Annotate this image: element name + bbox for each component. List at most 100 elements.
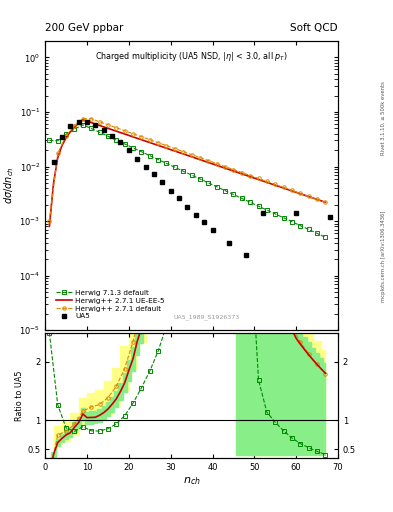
Herwig 7.1.3 default xyxy=(181,168,185,174)
UA5 xyxy=(244,252,248,258)
UA5 xyxy=(202,219,206,225)
UA5 xyxy=(68,123,73,129)
UA5 xyxy=(84,119,89,125)
Herwig++ 2.7.1 default xyxy=(214,160,219,166)
Herwig 7.1.3 default xyxy=(323,234,328,240)
Herwig 7.1.3 default xyxy=(189,172,194,178)
UA5 xyxy=(177,196,182,202)
Herwig++ 2.7.1 default xyxy=(315,196,320,202)
Herwig++ 2.7.1 default xyxy=(181,148,185,155)
Herwig++ 2.7.1 default xyxy=(273,181,277,187)
Herwig++ 2.7.1 default xyxy=(64,133,68,139)
X-axis label: $n_{ch}$: $n_{ch}$ xyxy=(183,475,200,487)
Herwig 7.1.3 default xyxy=(147,153,152,159)
UA5 xyxy=(210,227,215,233)
UA5 xyxy=(51,159,56,165)
Herwig++ 2.7.1 UE-EE-5 xyxy=(84,118,89,124)
UA5 xyxy=(294,210,299,216)
Herwig++ 2.7.1 default xyxy=(239,169,244,176)
UA5 xyxy=(185,204,190,210)
Herwig++ 2.7.1 default xyxy=(89,116,94,122)
Y-axis label: Ratio to UA5: Ratio to UA5 xyxy=(15,370,24,421)
Legend: Herwig 7.1.3 default, Herwig++ 2.7.1 UE-EE-5, Herwig++ 2.7.1 default, UA5: Herwig 7.1.3 default, Herwig++ 2.7.1 UE-… xyxy=(55,288,166,321)
Herwig 7.1.3 default xyxy=(97,129,102,135)
Herwig++ 2.7.1 UE-EE-5 xyxy=(323,199,328,205)
Herwig 7.1.3 default xyxy=(273,211,277,217)
Herwig++ 2.7.1 UE-EE-5 xyxy=(93,121,98,127)
Herwig++ 2.7.1 default xyxy=(307,194,311,200)
Herwig 7.1.3 default xyxy=(122,141,127,147)
UA5 xyxy=(160,179,165,185)
Herwig++ 2.7.1 UE-EE-5 xyxy=(177,150,182,156)
Herwig++ 2.7.1 default xyxy=(248,173,253,179)
Herwig 7.1.3 default xyxy=(139,148,144,155)
Herwig++ 2.7.1 default xyxy=(231,166,236,173)
Line: Herwig 7.1.3 default: Herwig 7.1.3 default xyxy=(48,123,327,239)
UA5 xyxy=(168,188,173,194)
Herwig++ 2.7.1 UE-EE-5 xyxy=(81,117,85,123)
Herwig++ 2.7.1 default xyxy=(55,150,60,156)
UA5 xyxy=(327,214,332,220)
Herwig 7.1.3 default xyxy=(131,145,136,151)
Herwig++ 2.7.1 default xyxy=(173,145,177,152)
Herwig 7.1.3 default xyxy=(248,199,253,205)
Herwig++ 2.7.1 default xyxy=(97,119,102,125)
Herwig++ 2.7.1 default xyxy=(298,190,303,197)
UA5 xyxy=(76,119,81,125)
Herwig++ 2.7.1 default xyxy=(256,176,261,182)
Herwig++ 2.7.1 default xyxy=(106,122,110,128)
Herwig++ 2.7.1 default xyxy=(139,134,144,140)
Herwig 7.1.3 default xyxy=(114,137,119,143)
Text: Charged multiplicity (UA5 NSD, $|\eta|$ < 3.0, all $p_T$): Charged multiplicity (UA5 NSD, $|\eta|$ … xyxy=(95,50,288,62)
Herwig 7.1.3 default xyxy=(256,203,261,209)
Herwig++ 2.7.1 default xyxy=(189,152,194,158)
Herwig 7.1.3 default xyxy=(156,157,160,163)
Herwig++ 2.7.1 default xyxy=(323,199,328,205)
Text: UA5_1989_S1926373: UA5_1989_S1926373 xyxy=(173,315,239,321)
Herwig++ 2.7.1 default xyxy=(164,142,169,148)
Herwig 7.1.3 default xyxy=(264,207,269,213)
Text: mcplots.cern.ch [arXiv:1306.3436]: mcplots.cern.ch [arXiv:1306.3436] xyxy=(381,210,386,302)
UA5 xyxy=(135,156,140,162)
Herwig++ 2.7.1 default xyxy=(81,116,85,122)
Herwig 7.1.3 default xyxy=(89,125,94,132)
UA5 xyxy=(60,134,64,140)
UA5 xyxy=(143,163,148,169)
Herwig 7.1.3 default xyxy=(47,137,52,143)
Herwig++ 2.7.1 default xyxy=(147,137,152,143)
Herwig 7.1.3 default xyxy=(223,187,228,194)
Herwig++ 2.7.1 default xyxy=(290,187,294,194)
Herwig 7.1.3 default xyxy=(231,191,236,198)
Herwig++ 2.7.1 default xyxy=(206,158,211,164)
Herwig++ 2.7.1 UE-EE-5 xyxy=(164,145,169,152)
UA5 xyxy=(152,171,156,177)
Herwig 7.1.3 default xyxy=(173,164,177,170)
Herwig++ 2.7.1 default xyxy=(264,178,269,184)
Herwig 7.1.3 default xyxy=(298,223,303,229)
Text: Rivet 3.1.10, ≥ 500k events: Rivet 3.1.10, ≥ 500k events xyxy=(381,81,386,155)
UA5 xyxy=(193,212,198,218)
Herwig 7.1.3 default xyxy=(64,131,68,137)
Herwig 7.1.3 default xyxy=(72,126,77,132)
Herwig 7.1.3 default xyxy=(206,180,211,186)
Line: UA5: UA5 xyxy=(51,120,332,258)
Herwig++ 2.7.1 default xyxy=(114,124,119,131)
Herwig 7.1.3 default xyxy=(55,138,60,144)
Line: Herwig++ 2.7.1 default: Herwig++ 2.7.1 default xyxy=(48,117,327,223)
Y-axis label: $d\sigma/dn_{ch}$: $d\sigma/dn_{ch}$ xyxy=(3,167,17,204)
Herwig 7.1.3 default xyxy=(239,195,244,201)
Text: 200 GeV ppbar: 200 GeV ppbar xyxy=(45,23,123,33)
UA5 xyxy=(118,139,123,145)
Herwig 7.1.3 default xyxy=(281,215,286,221)
Herwig 7.1.3 default xyxy=(198,176,202,182)
UA5 xyxy=(227,240,231,246)
Herwig++ 2.7.1 default xyxy=(223,163,228,169)
UA5 xyxy=(260,210,265,216)
Herwig++ 2.7.1 default xyxy=(198,155,202,161)
UA5 xyxy=(110,133,114,139)
Herwig 7.1.3 default xyxy=(315,230,320,237)
Herwig++ 2.7.1 default xyxy=(72,123,77,129)
Herwig 7.1.3 default xyxy=(307,226,311,232)
UA5 xyxy=(101,127,106,133)
Herwig 7.1.3 default xyxy=(164,160,169,166)
